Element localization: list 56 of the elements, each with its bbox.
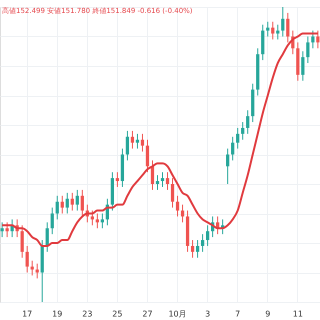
candlestick: [286, 12, 290, 43]
candlestick: [70, 192, 74, 212]
candlestick: [160, 172, 164, 188]
candlestick: [241, 122, 244, 140]
candlestick: [126, 130, 130, 161]
candlestick: [206, 224, 210, 246]
candlestick: [190, 240, 194, 258]
candlestick: [166, 172, 170, 190]
candlestick: [316, 30, 320, 49]
candlestick: [281, 6, 284, 37]
candlestick: [26, 245, 29, 273]
candlestick: [90, 210, 94, 226]
candlestick: [66, 192, 69, 214]
candlestick: [301, 50, 304, 82]
x-tick-label: 27: [142, 310, 153, 318]
candlestick: [100, 213, 104, 229]
candlestick: [106, 198, 110, 226]
candlestick: [116, 172, 120, 188]
candlestick: [311, 30, 314, 49]
candlestick: [6, 222, 9, 238]
candlestick: [261, 24, 264, 61]
x-tick-label: 7: [235, 310, 240, 318]
candlestick: [266, 21, 270, 37]
candlestick: [306, 36, 310, 64]
candlestick: [50, 207, 54, 235]
x-tick-label: 10月: [168, 310, 187, 318]
candlestick: [36, 263, 39, 279]
candlestick: [236, 127, 240, 150]
candlestick: [156, 174, 160, 190]
x-tick-label: 11: [292, 310, 303, 318]
candlestick: [146, 139, 150, 173]
candlestick: [180, 204, 184, 223]
candlestick: [271, 21, 274, 40]
candlestick: [20, 224, 24, 258]
x-tick-label: 23: [82, 310, 92, 318]
candlestick: [226, 148, 230, 184]
candlestick: [231, 136, 234, 161]
candlestick: [196, 240, 200, 258]
candlestick: [46, 222, 49, 252]
candlestick: [170, 178, 174, 208]
x-tick-label: 19: [52, 310, 62, 318]
x-tick-label: 3: [205, 310, 210, 318]
candlestick: [56, 195, 59, 220]
candlestick: [60, 195, 64, 214]
candlestick: [96, 213, 99, 229]
candlestick: [176, 195, 180, 217]
x-tick-label: 17: [22, 310, 32, 318]
candlestick: [30, 260, 34, 276]
candlestick: [0, 222, 4, 238]
candlestick: [276, 24, 280, 40]
candlestick: [80, 189, 84, 217]
x-tick-label: 9: [265, 310, 270, 318]
x-tick-label: 25: [112, 310, 122, 318]
candlestick: [246, 110, 250, 134]
candlestick: [200, 234, 204, 252]
candlestick: [76, 189, 79, 212]
